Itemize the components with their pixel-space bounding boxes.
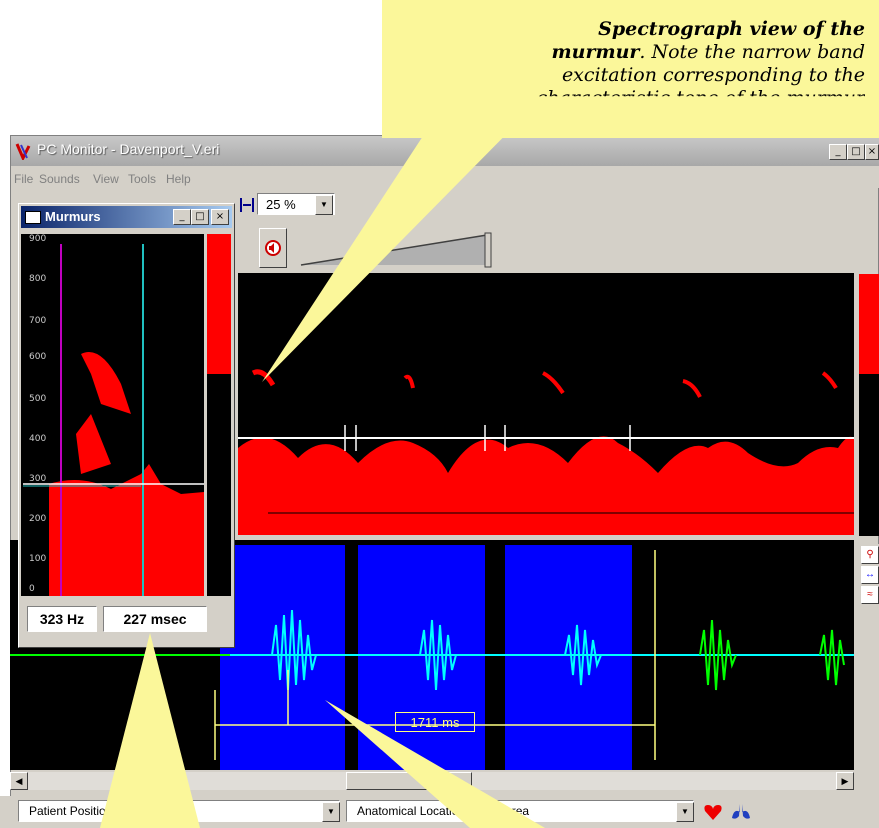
window-title: PC Monitor - Davenport_V.eri bbox=[37, 141, 220, 157]
fit-width-icon[interactable] bbox=[238, 196, 256, 214]
callout-line-2: murmur. Note the narrow band bbox=[552, 41, 865, 63]
murmurs-title: Murmurs bbox=[45, 209, 101, 224]
mute-button[interactable] bbox=[259, 228, 287, 268]
murmurs-title-bar[interactable]: Murmurs _ □ × bbox=[21, 206, 232, 228]
minimize-button[interactable]: _ bbox=[829, 144, 847, 160]
murmur-spectrum-graphic bbox=[23, 244, 204, 596]
murmur-segment[interactable] bbox=[505, 545, 632, 770]
murmur-intensity-bar bbox=[207, 234, 231, 374]
spectrogram-panel[interactable] bbox=[238, 273, 854, 535]
spectrogram-plot bbox=[238, 369, 854, 535]
y-tick: 800 bbox=[29, 274, 47, 284]
scroll-right-icon[interactable]: ▶ bbox=[836, 772, 854, 790]
murmurs-maximize-button[interactable]: □ bbox=[191, 209, 209, 225]
zoom-value: 25 % bbox=[266, 197, 296, 212]
duration-readout: 227 msec bbox=[103, 606, 207, 632]
intensity-bar bbox=[859, 274, 879, 374]
close-button[interactable]: × bbox=[865, 144, 879, 160]
callout-line-3: excitation corresponding to the bbox=[561, 64, 865, 86]
y-tick: 500 bbox=[29, 394, 47, 404]
murmurs-minimize-button[interactable]: _ bbox=[173, 209, 191, 225]
y-tick: 200 bbox=[29, 514, 47, 524]
intensity-scale bbox=[859, 274, 879, 536]
menu-sounds[interactable]: Sounds bbox=[39, 172, 80, 186]
maximize-button[interactable]: □ bbox=[847, 144, 865, 160]
lungs-icon[interactable] bbox=[730, 802, 752, 822]
y-tick: 400 bbox=[29, 434, 47, 444]
murmur-intensity-scale bbox=[207, 234, 231, 596]
menu-help[interactable]: Help bbox=[166, 172, 191, 186]
callout-emphasis: murmur bbox=[551, 41, 640, 63]
speaker-mute-icon bbox=[265, 240, 281, 256]
murmurs-close-button[interactable]: × bbox=[211, 209, 229, 225]
menu-view[interactable]: View bbox=[93, 172, 119, 186]
chevron-down-icon[interactable]: ▼ bbox=[676, 802, 694, 822]
callout-line-4: characteristic tone of the murmur bbox=[536, 87, 865, 109]
murmurs-dialog[interactable]: Murmurs _ □ × 900 800 700 600 500 400 30… bbox=[18, 203, 235, 648]
callout-line-1: Spectrograph view of the bbox=[598, 18, 865, 40]
y-tick: 700 bbox=[29, 316, 47, 326]
y-tick: 300 bbox=[29, 474, 47, 484]
side-tools: ⚲ ↔ ≈ bbox=[859, 544, 879, 804]
menu-tools[interactable]: Tools bbox=[128, 172, 157, 186]
callout-box: Spectrograph view of the murmur. Note th… bbox=[382, 0, 879, 138]
menu-file[interactable]: File bbox=[14, 172, 34, 186]
waveform-plot bbox=[10, 550, 854, 760]
y-tick: 100 bbox=[29, 554, 47, 564]
callout-line-2-rest: . Note the narrow band bbox=[639, 41, 865, 63]
y-tick: 900 bbox=[29, 234, 47, 244]
interval-label: 1711 ms bbox=[395, 712, 475, 732]
zoom-select[interactable]: 25 % ▼ bbox=[257, 193, 335, 215]
murmur-segment[interactable] bbox=[220, 545, 345, 770]
murmur-spectrum-plot[interactable]: 900 800 700 600 500 400 300 200 100 0 bbox=[21, 234, 204, 596]
chevron-down-icon[interactable]: ▼ bbox=[322, 802, 340, 822]
scroll-left-icon[interactable]: ◀ bbox=[10, 772, 28, 790]
y-tick: 0 bbox=[29, 584, 35, 594]
app-logo-icon bbox=[15, 143, 31, 160]
heart-icon[interactable] bbox=[703, 803, 723, 821]
frequency-readout: 323 Hz bbox=[27, 606, 97, 632]
chevron-down-icon[interactable]: ▼ bbox=[315, 195, 333, 215]
window-icon bbox=[25, 211, 41, 224]
y-tick: 600 bbox=[29, 352, 47, 362]
